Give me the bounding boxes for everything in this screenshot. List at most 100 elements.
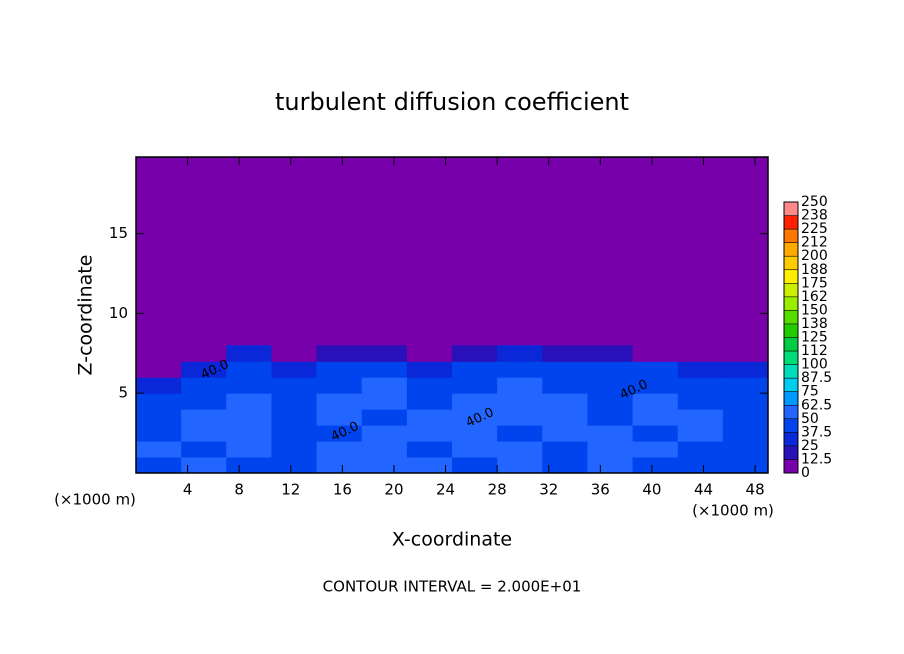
colorbar-label: 50 <box>801 411 819 427</box>
field-cell <box>677 377 724 394</box>
field-cell <box>632 377 679 394</box>
field-cell <box>632 361 679 378</box>
field-cell <box>361 441 408 458</box>
field-cell <box>542 441 588 458</box>
field-cell <box>587 441 634 458</box>
field-cell <box>271 409 318 426</box>
colorbar-swatch <box>784 310 798 325</box>
field-cell <box>677 393 724 410</box>
field-cell <box>181 425 227 442</box>
colorbar-swatch <box>784 432 798 447</box>
colorbar-label: 200 <box>801 248 828 264</box>
x-tick-label: 16 <box>333 481 352 499</box>
colorbar-swatch <box>784 242 798 257</box>
colorbar-label: 150 <box>801 302 828 318</box>
colorbar-label: 12.5 <box>801 451 832 467</box>
colorbar-swatch <box>784 405 798 420</box>
plot-frame <box>135 156 769 474</box>
y-tick-label: 10 <box>109 304 128 322</box>
field-cell <box>587 377 634 394</box>
colorbar-swatch <box>784 323 798 338</box>
colorbar-swatch <box>784 296 798 311</box>
colorbar-label: 238 <box>801 208 828 224</box>
field-cell <box>632 457 679 474</box>
field-cell <box>587 393 634 410</box>
field-cell <box>361 377 408 394</box>
field-cell <box>497 361 543 378</box>
x-axis-label: X-coordinate <box>392 529 512 551</box>
field-cell <box>497 441 543 458</box>
field-cell <box>271 377 318 394</box>
colorbar-swatch <box>784 202 798 216</box>
colorbar-swatch <box>784 269 798 284</box>
field-cell <box>226 377 272 394</box>
colorbar-swatch <box>784 215 798 230</box>
field-cell <box>361 425 408 442</box>
x-tick-label: 12 <box>281 481 300 499</box>
field-cell <box>316 441 363 458</box>
colorbar-swatch <box>784 337 798 352</box>
colorbar-swatch <box>784 283 798 298</box>
field-cell <box>406 361 453 378</box>
field-cell <box>316 393 363 410</box>
field-cell <box>361 345 408 362</box>
field-cell <box>316 345 363 362</box>
field-cell <box>181 457 227 474</box>
field-cell <box>136 361 182 378</box>
field-cell <box>361 409 408 426</box>
colorbar-label: 212 <box>801 235 828 251</box>
field-cell <box>722 441 769 458</box>
field-cell <box>271 425 318 442</box>
field-cell <box>452 441 498 458</box>
field-cell <box>497 393 543 410</box>
field-cell <box>542 457 588 474</box>
x-tick-label: 8 <box>234 481 244 499</box>
field-cell <box>406 441 453 458</box>
field-cell <box>497 345 543 362</box>
field-cell <box>587 425 634 442</box>
field-cell <box>542 425 588 442</box>
field-cell <box>361 457 408 474</box>
x-tick-label: 32 <box>539 481 558 499</box>
colorbar-label: 138 <box>801 316 828 332</box>
chart-title: turbulent diffusion coefficient <box>275 88 629 116</box>
x-tick-label: 44 <box>694 481 713 499</box>
field-cell <box>181 441 227 458</box>
field-cell <box>136 377 182 394</box>
field-cell <box>722 425 769 442</box>
x-tick-label: 48 <box>746 481 765 499</box>
colorbar-label: 100 <box>801 357 828 373</box>
field-cell <box>632 345 679 362</box>
field-cell <box>542 361 588 378</box>
colorbar-label: 0 <box>801 465 810 481</box>
colorbar-swatch <box>784 256 798 271</box>
field-cell <box>632 409 679 426</box>
field-cell <box>587 361 634 378</box>
field-cell <box>452 377 498 394</box>
x-tick-label: 40 <box>642 481 661 499</box>
field-cell <box>226 361 272 378</box>
field-cell <box>136 345 182 362</box>
field-cell <box>316 425 363 442</box>
field-cell <box>452 345 498 362</box>
field-cell <box>316 361 363 378</box>
field-cell <box>677 345 724 362</box>
field-cell <box>226 425 272 442</box>
field-cell <box>271 345 318 362</box>
field-cell <box>316 457 363 474</box>
field-cell <box>632 441 679 458</box>
field-cell <box>542 393 588 410</box>
field-cell <box>542 377 588 394</box>
field-cell <box>406 409 453 426</box>
colorbar-label: 87.5 <box>801 370 832 386</box>
field-cell <box>452 425 498 442</box>
field-cell <box>677 425 724 442</box>
colorbar-swatch <box>784 351 798 365</box>
field-cell <box>587 457 634 474</box>
field-cell <box>497 377 543 394</box>
field-cell <box>632 393 679 410</box>
x-unit: (×1000 m) <box>692 502 774 520</box>
field-cell <box>136 457 182 474</box>
colorbar-label: 225 <box>801 221 828 237</box>
x-tick-label: 36 <box>591 481 610 499</box>
